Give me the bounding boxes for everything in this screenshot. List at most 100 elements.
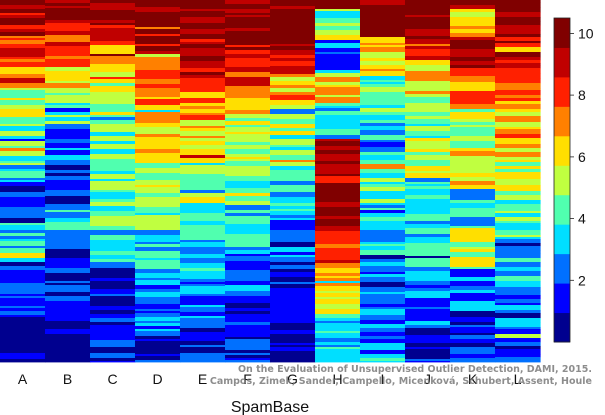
heatmap-cell (180, 103, 226, 107)
heatmap-cell (495, 17, 541, 22)
heatmap-cell (315, 221, 361, 227)
heatmap-cell (135, 19, 181, 23)
heatmap-cell (135, 101, 181, 106)
heatmap-cell (0, 180, 46, 183)
heatmap-cell (180, 23, 226, 26)
heatmap-cell (405, 209, 451, 215)
heatmap-cell (135, 230, 181, 236)
heatmap-column-D (135, 0, 181, 363)
heatmap-cell (180, 242, 226, 248)
heatmap-cell (360, 304, 406, 308)
heatmap-cell (90, 268, 136, 274)
heatmap-cell (180, 181, 226, 187)
heatmap-cell (495, 329, 541, 333)
heatmap-cell (0, 136, 46, 140)
heatmap-cell (495, 310, 541, 314)
heatmap-cell (45, 54, 91, 57)
heatmap-cell (270, 360, 316, 363)
heatmap-cell (270, 300, 316, 306)
heatmap-cell (360, 69, 406, 72)
heatmap-cell (360, 14, 406, 18)
heatmap-cell (495, 338, 541, 343)
heatmap-cell (270, 230, 316, 235)
heatmap-cell (225, 145, 271, 150)
heatmap-cell (225, 103, 271, 109)
heatmap-cell (315, 211, 361, 217)
heatmap-cell (225, 36, 271, 41)
heatmap-cell (315, 195, 361, 198)
heatmap-cell (495, 211, 541, 214)
heatmap-cell (45, 6, 91, 9)
heatmap-cell (360, 203, 406, 206)
heatmap-cell (495, 134, 541, 139)
heatmap-cell (495, 299, 541, 304)
heatmap-cell (45, 121, 91, 125)
heatmap-cell (45, 281, 91, 284)
heatmap-cell (405, 36, 451, 40)
heatmap-cell (405, 221, 451, 225)
heatmap-cell (450, 122, 496, 126)
heatmap-cell (225, 305, 271, 309)
heatmap-cell (450, 354, 496, 359)
heatmap-cell (135, 132, 181, 135)
heatmap-cell (270, 37, 316, 43)
heatmap-cell (270, 124, 316, 129)
heatmap-cell (315, 0, 361, 5)
heatmap-cell (180, 163, 226, 166)
heatmap-cell (90, 41, 136, 46)
heatmap-cell (45, 334, 91, 339)
heatmap-cell (405, 116, 451, 120)
heatmap-cell (45, 3, 91, 7)
heatmap-cell (360, 58, 406, 62)
heatmap-cell (45, 212, 91, 215)
heatmap-cell (405, 339, 451, 344)
heatmap-cell (405, 46, 451, 50)
heatmap-cell (90, 266, 136, 269)
heatmap-cell (90, 92, 136, 98)
heatmap-cell (270, 18, 316, 22)
heatmap-cell (225, 358, 271, 361)
heatmap-cell (360, 199, 406, 202)
heatmap-cell (315, 169, 361, 175)
heatmap-cell (180, 318, 226, 324)
heatmap-cell (90, 289, 136, 295)
heatmap-cell (45, 201, 91, 205)
heatmap-cell (405, 175, 451, 179)
heatmap-cell (405, 234, 451, 238)
heatmap-cell (45, 50, 91, 55)
heatmap-cell (45, 108, 91, 113)
heatmap-cell (180, 336, 226, 342)
heatmap-cell (90, 171, 136, 175)
heatmap-cell (315, 129, 361, 132)
heatmap-cell (0, 246, 46, 249)
heatmap-cell (180, 208, 226, 212)
heatmap-cell (45, 71, 91, 76)
heatmap-cell (270, 269, 316, 273)
heatmap-cell (225, 185, 271, 189)
heatmap-cell (135, 235, 181, 239)
heatmap-cell (90, 161, 136, 167)
heatmap-cell (135, 278, 181, 281)
heatmap-cell (450, 185, 496, 190)
heatmap-cell (405, 274, 451, 278)
heatmap-cell (225, 247, 271, 251)
heatmap-cell (360, 21, 406, 25)
heatmap-cell (405, 31, 451, 37)
heatmap-cell (270, 192, 316, 198)
heatmap-cell (315, 231, 361, 235)
heatmap-cell (90, 49, 136, 55)
heatmap-cell (180, 68, 226, 73)
heatmap-cell (135, 22, 181, 28)
heatmap-cell (135, 349, 181, 355)
heatmap-cell (270, 206, 316, 210)
heatmap-cell (90, 64, 136, 68)
heatmap-cell (225, 96, 271, 99)
heatmap-cell (405, 155, 451, 161)
heatmap-cell (270, 237, 316, 243)
heatmap-cell (360, 27, 406, 31)
heatmap-cell (180, 345, 226, 348)
heatmap-cell (270, 201, 316, 204)
heatmap-cell (225, 239, 271, 244)
heatmap-cell (495, 223, 541, 226)
heatmap-cell (450, 361, 496, 363)
